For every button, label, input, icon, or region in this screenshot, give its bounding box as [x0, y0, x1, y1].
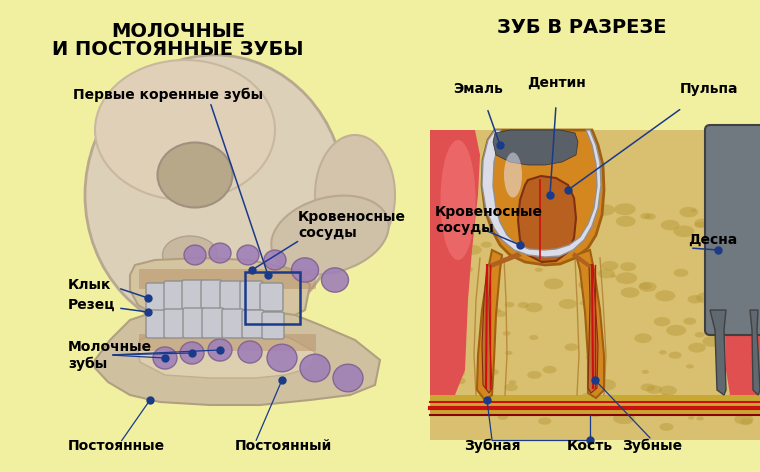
Ellipse shape — [578, 279, 597, 290]
Ellipse shape — [559, 299, 577, 309]
Ellipse shape — [529, 335, 538, 340]
Polygon shape — [482, 265, 492, 393]
Ellipse shape — [505, 384, 518, 391]
Text: Резец: Резец — [68, 298, 116, 312]
Ellipse shape — [660, 220, 679, 230]
Text: Молочные
зубы: Молочные зубы — [68, 340, 152, 371]
Text: Дентин: Дентин — [527, 76, 585, 90]
Ellipse shape — [184, 245, 206, 265]
Ellipse shape — [431, 294, 444, 301]
Ellipse shape — [688, 295, 703, 303]
Ellipse shape — [483, 205, 492, 211]
Ellipse shape — [708, 261, 722, 268]
Ellipse shape — [597, 269, 615, 278]
Text: Клык: Клык — [68, 278, 112, 292]
Ellipse shape — [598, 402, 617, 412]
Ellipse shape — [300, 354, 330, 382]
Ellipse shape — [565, 198, 572, 202]
Ellipse shape — [490, 269, 500, 274]
Ellipse shape — [565, 343, 578, 351]
Ellipse shape — [579, 301, 587, 305]
Ellipse shape — [464, 245, 482, 255]
Polygon shape — [493, 130, 578, 165]
Ellipse shape — [525, 303, 543, 312]
FancyBboxPatch shape — [139, 334, 316, 351]
Polygon shape — [95, 308, 380, 405]
Ellipse shape — [504, 152, 522, 197]
FancyBboxPatch shape — [182, 280, 203, 311]
Ellipse shape — [566, 228, 577, 234]
Ellipse shape — [654, 317, 670, 326]
Text: Кость: Кость — [567, 439, 613, 453]
Ellipse shape — [661, 394, 670, 398]
Ellipse shape — [595, 379, 616, 391]
Polygon shape — [477, 250, 502, 400]
Ellipse shape — [586, 353, 604, 362]
Ellipse shape — [486, 369, 499, 375]
Ellipse shape — [333, 364, 363, 392]
Ellipse shape — [673, 226, 695, 237]
Ellipse shape — [180, 342, 204, 364]
FancyBboxPatch shape — [260, 283, 283, 311]
Ellipse shape — [616, 272, 637, 284]
Ellipse shape — [445, 367, 465, 379]
Ellipse shape — [659, 350, 667, 354]
Ellipse shape — [620, 262, 636, 271]
Ellipse shape — [527, 371, 541, 379]
Text: Эмаль: Эмаль — [453, 82, 503, 96]
Ellipse shape — [208, 339, 232, 361]
Text: Постоянный: Постоянный — [235, 439, 332, 453]
FancyBboxPatch shape — [430, 395, 760, 415]
Ellipse shape — [546, 212, 555, 217]
Ellipse shape — [544, 278, 563, 289]
Ellipse shape — [445, 321, 461, 330]
Text: Постоянные: Постоянные — [68, 439, 165, 453]
Ellipse shape — [505, 302, 515, 307]
Ellipse shape — [494, 309, 501, 312]
Ellipse shape — [646, 385, 662, 394]
Ellipse shape — [644, 213, 656, 219]
Ellipse shape — [723, 302, 740, 312]
Ellipse shape — [527, 406, 534, 411]
Ellipse shape — [470, 410, 477, 413]
Ellipse shape — [503, 197, 522, 208]
FancyBboxPatch shape — [164, 309, 184, 338]
Ellipse shape — [434, 354, 442, 359]
Ellipse shape — [321, 268, 349, 292]
Polygon shape — [482, 130, 601, 257]
Ellipse shape — [585, 229, 596, 235]
Ellipse shape — [733, 307, 738, 311]
Ellipse shape — [163, 236, 217, 274]
FancyBboxPatch shape — [220, 281, 242, 311]
Ellipse shape — [696, 416, 704, 421]
Ellipse shape — [552, 212, 562, 218]
Ellipse shape — [546, 242, 566, 253]
Ellipse shape — [734, 414, 753, 425]
Ellipse shape — [264, 250, 286, 270]
Ellipse shape — [614, 203, 635, 215]
Ellipse shape — [594, 204, 615, 216]
Ellipse shape — [532, 402, 548, 411]
Ellipse shape — [707, 140, 742, 260]
Ellipse shape — [726, 202, 740, 210]
Bar — [245, 272, 300, 324]
Ellipse shape — [435, 314, 453, 324]
Ellipse shape — [738, 357, 744, 360]
Ellipse shape — [641, 383, 655, 391]
Ellipse shape — [292, 258, 318, 282]
Ellipse shape — [732, 218, 746, 225]
Polygon shape — [487, 252, 522, 268]
Ellipse shape — [453, 378, 466, 384]
Text: Зубные: Зубные — [622, 439, 682, 453]
Ellipse shape — [640, 213, 651, 219]
Ellipse shape — [518, 302, 529, 308]
Ellipse shape — [441, 140, 476, 260]
Ellipse shape — [536, 211, 545, 217]
Ellipse shape — [691, 209, 696, 212]
Polygon shape — [518, 176, 576, 262]
Ellipse shape — [538, 417, 551, 425]
Text: Кровеносные
сосуды: Кровеносные сосуды — [435, 205, 543, 235]
Ellipse shape — [702, 336, 722, 347]
Ellipse shape — [695, 332, 705, 337]
